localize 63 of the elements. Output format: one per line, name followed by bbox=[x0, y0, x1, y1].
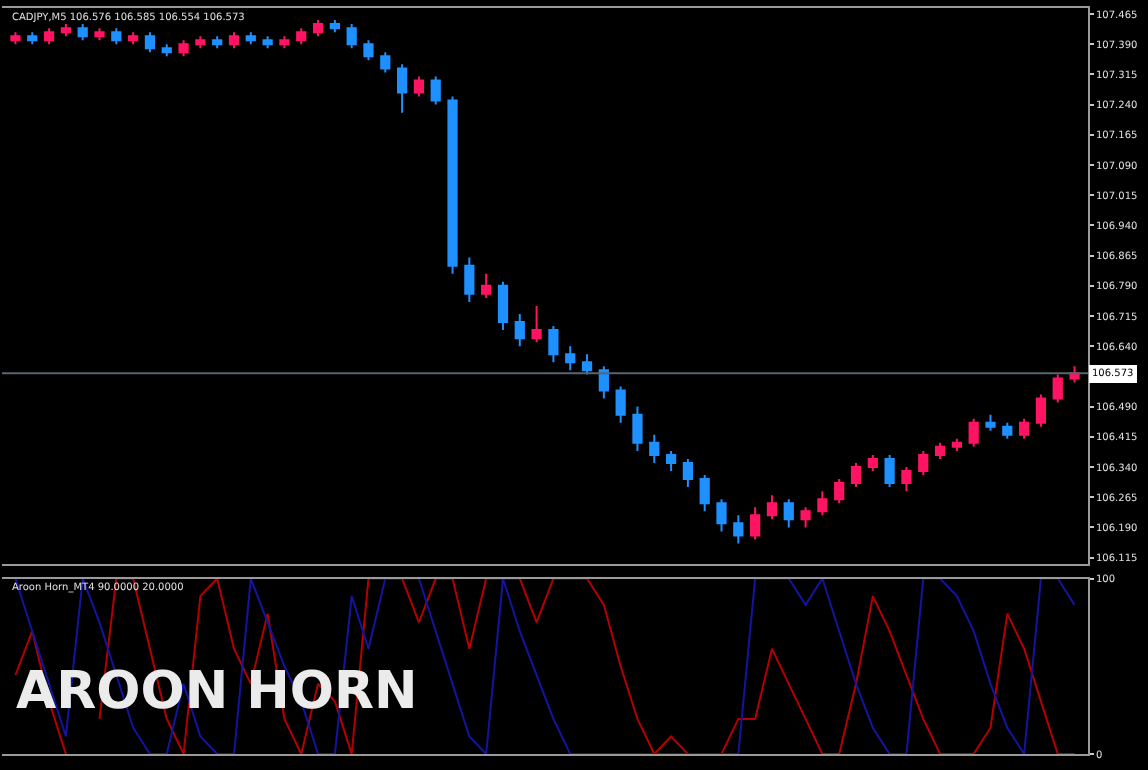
candlestick bbox=[901, 466, 912, 493]
candlestick bbox=[565, 345, 576, 372]
candlestick bbox=[817, 490, 828, 517]
candlestick bbox=[77, 23, 88, 42]
candlestick bbox=[615, 385, 626, 424]
candlestick bbox=[60, 23, 71, 38]
candlestick bbox=[867, 453, 878, 473]
candlestick bbox=[296, 27, 307, 46]
candlestick bbox=[346, 23, 357, 50]
candlestick bbox=[228, 31, 240, 50]
candlestick bbox=[514, 313, 525, 348]
candlestick bbox=[329, 19, 340, 34]
candlestick bbox=[43, 27, 55, 46]
candlestick bbox=[985, 413, 996, 432]
candlestick bbox=[884, 453, 895, 489]
candlestick bbox=[447, 95, 458, 275]
candlestick bbox=[968, 417, 979, 448]
candlestick bbox=[1052, 373, 1063, 404]
candlestick bbox=[699, 474, 710, 513]
candlestick bbox=[951, 437, 962, 452]
candlestick bbox=[783, 498, 794, 529]
candlestick bbox=[934, 441, 946, 460]
candlestick bbox=[766, 494, 778, 521]
candlestick bbox=[531, 304, 542, 344]
candlestick bbox=[10, 31, 21, 46]
candlestick bbox=[128, 31, 139, 46]
candlestick bbox=[279, 35, 290, 50]
candlestick bbox=[918, 449, 929, 477]
candlestick bbox=[632, 405, 643, 452]
candlestick bbox=[1002, 421, 1013, 440]
candlestick bbox=[665, 449, 677, 473]
candlestick bbox=[312, 19, 324, 38]
candlestick bbox=[161, 43, 172, 58]
candlestick bbox=[195, 35, 206, 50]
candlestick bbox=[649, 433, 660, 464]
candlestick bbox=[245, 31, 256, 46]
candlestick bbox=[363, 39, 374, 62]
candlestick bbox=[481, 272, 492, 299]
candlestick bbox=[430, 75, 441, 106]
candlestick bbox=[178, 39, 189, 58]
candlestick bbox=[413, 75, 425, 98]
candlestick bbox=[464, 256, 475, 303]
candlestick bbox=[111, 27, 122, 46]
candlestick bbox=[716, 498, 727, 533]
candlestick bbox=[144, 31, 156, 54]
candlestick bbox=[800, 506, 811, 529]
candlestick bbox=[1019, 417, 1030, 440]
candlestick bbox=[380, 51, 391, 74]
candlestick bbox=[94, 27, 105, 42]
candlestick bbox=[262, 35, 273, 50]
candlestick bbox=[1035, 393, 1047, 428]
candlestick bbox=[733, 514, 744, 545]
candlestick bbox=[27, 31, 38, 46]
candlestick bbox=[850, 461, 862, 489]
candlestick bbox=[581, 353, 593, 376]
candlestick bbox=[682, 457, 694, 489]
candlestick bbox=[212, 35, 223, 50]
candlestick bbox=[750, 506, 761, 541]
candlestick bbox=[497, 280, 509, 332]
candlestick bbox=[834, 478, 845, 505]
candlestick bbox=[548, 325, 559, 364]
candlestick bbox=[598, 365, 609, 400]
candlestick bbox=[396, 63, 408, 114]
